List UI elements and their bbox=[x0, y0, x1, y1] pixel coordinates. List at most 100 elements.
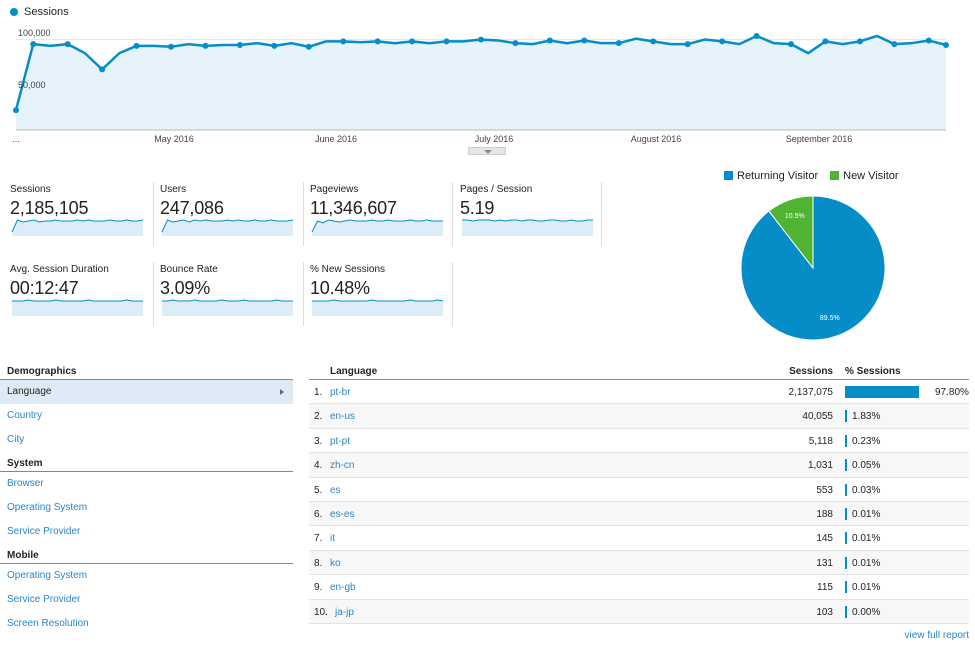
scorecard-value: 247,086 bbox=[160, 198, 224, 218]
scorecard-bounce-rate[interactable]: Bounce Rate 3.09% bbox=[160, 264, 308, 324]
row-language-link[interactable]: pt-pt bbox=[330, 435, 351, 447]
y-axis-label-50k: 50,000 bbox=[18, 80, 46, 90]
scorecard-divider bbox=[153, 182, 154, 246]
sessions-data-point[interactable] bbox=[305, 43, 312, 50]
row-language-link[interactable]: it bbox=[330, 533, 335, 545]
sessions-data-point[interactable] bbox=[13, 107, 19, 114]
row-language-link[interactable]: en-gb bbox=[330, 582, 356, 594]
sessions-data-point[interactable] bbox=[684, 41, 691, 48]
sessions-data-point[interactable] bbox=[546, 37, 553, 44]
table-row: 4. zh-cn 1,031 0.05% bbox=[309, 453, 969, 478]
sessions-data-point[interactable] bbox=[615, 40, 622, 47]
row-share-bar bbox=[845, 581, 847, 594]
row-share-bar bbox=[845, 434, 847, 447]
sparkline-fill bbox=[162, 300, 293, 316]
scorecard-sessions[interactable]: Sessions 2,185,105 bbox=[10, 184, 158, 244]
row-language-link[interactable]: pt-br bbox=[330, 387, 351, 398]
menu-item-screen-resolution[interactable]: Screen Resolution bbox=[7, 618, 89, 629]
sessions-data-point[interactable] bbox=[512, 40, 519, 47]
sessions-data-point[interactable] bbox=[99, 66, 106, 73]
view-full-report-link[interactable]: view full report bbox=[904, 630, 969, 641]
chart-collapse-toggle[interactable] bbox=[468, 147, 506, 155]
row-sessions: 131 bbox=[816, 557, 833, 569]
sparkline-fill bbox=[12, 300, 143, 316]
sessions-data-point[interactable] bbox=[478, 36, 484, 43]
row-index: 7. bbox=[314, 533, 323, 545]
scorecard-new-sessions[interactable]: % New Sessions 10.48% bbox=[310, 264, 458, 324]
scorecard-pages-per-session[interactable]: Pages / Session 5.19 bbox=[460, 184, 608, 244]
menu-item-operating-system[interactable]: Operating System bbox=[7, 570, 88, 581]
sessions-data-point[interactable] bbox=[856, 38, 863, 45]
sessions-data-point[interactable] bbox=[168, 43, 174, 50]
sessions-legend[interactable]: Sessions bbox=[10, 6, 69, 18]
row-index: 2. bbox=[314, 411, 323, 423]
y-axis-label-100k: 100,000 bbox=[18, 28, 51, 38]
row-language-link[interactable]: ko bbox=[330, 557, 341, 569]
sessions-data-point[interactable] bbox=[943, 41, 949, 48]
sessions-legend-label: Sessions bbox=[24, 6, 69, 18]
row-sessions: 2,137,075 bbox=[788, 387, 834, 398]
legend-returning-visitor[interactable]: Returning Visitor bbox=[724, 170, 818, 182]
sessions-data-point[interactable] bbox=[64, 41, 71, 48]
row-pct-sessions: 0.00% bbox=[852, 606, 881, 618]
sparkline bbox=[462, 219, 593, 222]
row-index: 1. bbox=[314, 387, 323, 398]
sessions-data-point[interactable] bbox=[581, 37, 588, 44]
scorecard-title: Bounce Rate bbox=[160, 264, 218, 275]
row-language-link[interactable]: es bbox=[330, 484, 341, 496]
row-sessions: 103 bbox=[816, 606, 833, 618]
row-language-link[interactable]: ja-jp bbox=[335, 606, 354, 618]
sessions-data-point[interactable] bbox=[202, 42, 209, 49]
sparkline-fill bbox=[312, 220, 443, 236]
sessions-data-point[interactable] bbox=[753, 32, 760, 39]
sessions-data-point[interactable] bbox=[650, 38, 657, 45]
sessions-data-point[interactable] bbox=[822, 38, 829, 45]
header-sessions[interactable]: Sessions bbox=[789, 366, 833, 377]
legend-label: Returning Visitor bbox=[737, 170, 819, 182]
pie-slice[interactable] bbox=[768, 195, 814, 270]
scorecard-title: % New Sessions bbox=[310, 264, 386, 275]
header-language[interactable]: Language bbox=[330, 366, 378, 377]
scorecard-title: Users bbox=[160, 184, 187, 195]
sessions-data-point[interactable] bbox=[133, 42, 140, 49]
menu-item-operating-system[interactable]: Operating System bbox=[7, 502, 88, 513]
menu-item-city[interactable]: City bbox=[7, 434, 25, 445]
row-language-link[interactable]: zh-cn bbox=[330, 460, 355, 472]
row-pct-sessions: 0.01% bbox=[852, 508, 881, 520]
row-language-link[interactable]: es-es bbox=[330, 508, 355, 520]
header-pct-sessions[interactable]: % Sessions bbox=[845, 366, 901, 377]
menu-item-browser[interactable]: Browser bbox=[7, 478, 44, 489]
sessions-data-point[interactable] bbox=[340, 38, 347, 45]
scorecard-pageviews[interactable]: Pageviews 11,346,607 bbox=[310, 184, 458, 244]
sessions-data-point[interactable] bbox=[30, 41, 37, 48]
sessions-data-point[interactable] bbox=[374, 38, 381, 45]
table-row: 2. en-us 40,055 1.83% bbox=[309, 404, 969, 429]
sessions-data-point[interactable] bbox=[891, 41, 898, 48]
sessions-data-point[interactable] bbox=[719, 38, 726, 45]
legend-new-visitor[interactable]: New Visitor bbox=[830, 170, 899, 182]
sessions-data-point[interactable] bbox=[409, 38, 416, 45]
visitor-type-pie-chart: 89.5% 10.5% bbox=[740, 195, 886, 341]
sessions-data-point[interactable] bbox=[925, 37, 932, 44]
scorecard-users[interactable]: Users 247,086 bbox=[160, 184, 308, 244]
menu-item-service-provider[interactable]: Service Provider bbox=[7, 594, 81, 605]
menu-item-service-provider[interactable]: Service Provider bbox=[7, 526, 81, 537]
x-axis-label-may: May 2016 bbox=[154, 134, 194, 144]
sessions-data-point[interactable] bbox=[236, 41, 243, 48]
sparkline bbox=[312, 299, 444, 302]
row-pct-sessions: 1.83% bbox=[852, 411, 881, 423]
row-pct-sessions: 0.01% bbox=[852, 582, 881, 594]
pie-slice-label: 10.5% bbox=[785, 213, 805, 220]
menu-item-language[interactable]: Language bbox=[0, 380, 293, 404]
row-sessions: 5,118 bbox=[808, 435, 833, 447]
sessions-data-point[interactable] bbox=[271, 42, 278, 49]
row-language-link[interactable]: en-us bbox=[330, 411, 356, 423]
row-sessions: 1,031 bbox=[807, 460, 833, 472]
scorecard-avg-session-duration[interactable]: Avg. Session Duration 00:12:47 bbox=[10, 264, 158, 324]
x-axis-label-start: ... bbox=[12, 134, 20, 144]
sessions-data-point[interactable] bbox=[788, 41, 794, 48]
sessions-data-point[interactable] bbox=[443, 38, 450, 45]
scorecard-value: 3.09% bbox=[160, 278, 211, 298]
table-row: 6. es-es 188 0.01% bbox=[309, 501, 969, 527]
menu-item-country[interactable]: Country bbox=[7, 410, 43, 421]
